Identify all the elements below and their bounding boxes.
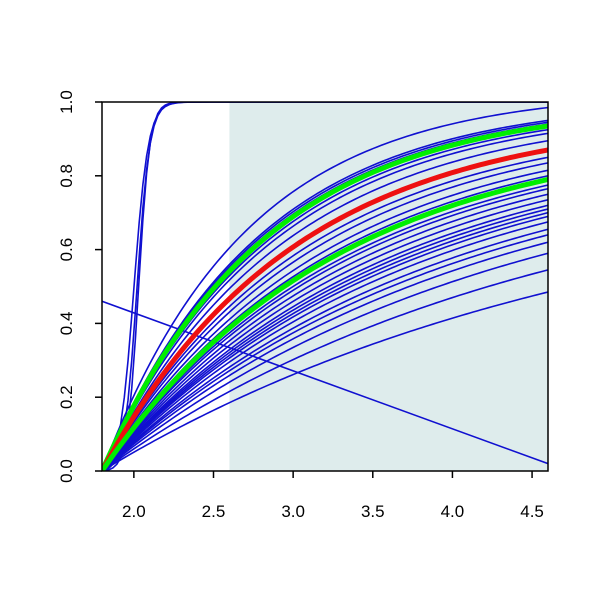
x-tick-label: 3.0 — [281, 502, 305, 521]
x-tick-label: 4.0 — [441, 502, 465, 521]
series-line-20 — [102, 187, 548, 471]
series-line-26 — [102, 215, 548, 471]
y-tick-label: 0.2 — [57, 385, 76, 409]
y-tick-label: 1.0 — [57, 90, 76, 114]
y-tick-label: 0.8 — [57, 164, 76, 188]
series-line-27 — [102, 221, 548, 471]
series-line-16 — [102, 169, 548, 471]
y-tick-label: 0.6 — [57, 238, 76, 262]
series-line-22 — [102, 199, 548, 471]
series-line-5 — [102, 106, 548, 471]
series-line-31 — [102, 252, 548, 471]
series-line-6 — [102, 119, 548, 471]
series-line-18 — [102, 177, 548, 471]
series-line-12 — [102, 139, 548, 471]
series-line-21 — [102, 193, 548, 471]
series-line-33 — [102, 291, 548, 471]
series-line-14 — [102, 156, 548, 471]
series-line-3 — [102, 102, 548, 471]
series-line-24 — [102, 208, 548, 471]
y-tick-label: 0.4 — [57, 312, 76, 336]
y-tick-label: 0.0 — [57, 459, 76, 483]
series-line-32 — [102, 269, 548, 471]
x-tick-label: 2.5 — [202, 502, 226, 521]
series-line-13 — [102, 147, 548, 471]
axes-layer: 2.0 2.5 3.0 3.5 4.0 4.5 0.0 0.2 0.4 0.6 0.8 1.0 — [57, 90, 549, 521]
x-tick-label: 3.5 — [361, 502, 385, 521]
series-line-25 — [102, 211, 548, 471]
x-tick-label: 2.0 — [122, 502, 146, 521]
series-line-28 — [102, 228, 548, 471]
series-line-11 — [102, 132, 548, 471]
series-line-9 — [102, 123, 548, 471]
series-line-30 — [102, 241, 548, 471]
plot-frame — [101, 101, 549, 472]
x-tick-label: 4.5 — [520, 502, 544, 521]
series-layer — [102, 102, 548, 471]
series-line-23 — [102, 204, 548, 471]
series-line-4 — [102, 300, 548, 465]
series-line-29 — [102, 234, 548, 471]
series-line-15 — [102, 162, 548, 471]
